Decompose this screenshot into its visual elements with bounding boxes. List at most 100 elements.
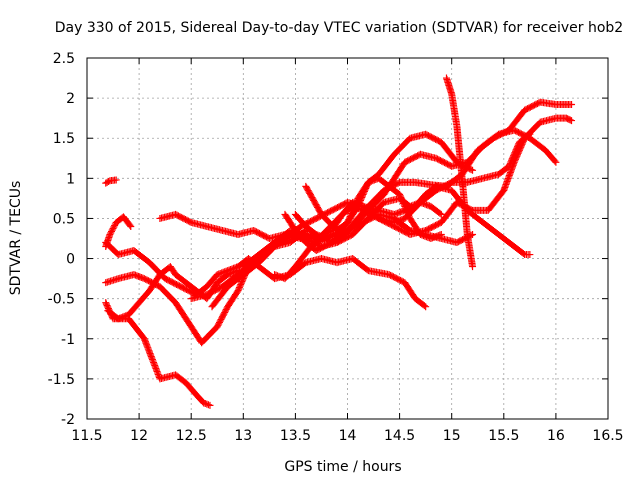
x-tick-label: 12.5: [176, 428, 207, 444]
data-point-marker: [237, 279, 245, 287]
data-point-marker: [106, 230, 114, 238]
data-point-marker: [109, 224, 117, 232]
data-point-marker: [422, 303, 430, 311]
data-point-marker: [238, 278, 246, 286]
data-point-marker: [512, 146, 520, 154]
series-s11: [281, 98, 576, 255]
data-point-marker: [349, 206, 357, 214]
data-point-marker: [105, 178, 113, 186]
x-tick-label: 14: [339, 428, 357, 444]
data-point-marker: [398, 196, 406, 204]
x-axis-label: GPS time / hours: [284, 459, 401, 475]
data-point-marker: [568, 117, 576, 125]
data-point-marker: [469, 263, 477, 271]
x-tick-label: 11.5: [71, 428, 102, 444]
data-point-marker: [396, 190, 404, 198]
axis-ticks: 11.5 12 12.5 13 13.5 14 14.5 15 15.5 16 16.5-2-1.5…: [48, 51, 624, 444]
x-tick-label: 12: [130, 428, 148, 444]
data-point-marker: [404, 210, 412, 218]
data-point-marker: [507, 158, 515, 166]
data-point-marker: [566, 116, 574, 124]
data-point-marker: [510, 150, 518, 158]
data-point-marker: [401, 204, 409, 212]
y-tick-label: 2: [66, 91, 75, 107]
data-point-marker: [126, 221, 134, 229]
x-tick-label: 13: [234, 428, 252, 444]
grid-lines: [87, 58, 608, 419]
data-point-marker: [467, 206, 475, 214]
y-tick-label: -1.5: [48, 372, 75, 388]
data-point-marker: [206, 401, 214, 409]
data-point-marker: [349, 205, 357, 213]
series-s4: [102, 239, 430, 311]
data-point-marker: [201, 400, 209, 408]
y-tick-label: 1: [66, 171, 75, 187]
data-point-marker: [511, 149, 519, 157]
data-point-marker: [186, 218, 194, 226]
data-point-marker: [400, 199, 408, 207]
data-point-marker: [405, 211, 413, 219]
series-s15: [442, 74, 477, 271]
data-point-marker: [403, 207, 411, 215]
data-point-marker: [526, 130, 534, 138]
data-point-marker: [446, 179, 454, 187]
plot-frame: [86, 57, 609, 420]
data-point-marker: [353, 197, 361, 205]
data-point-marker: [513, 144, 521, 152]
data-point-marker: [420, 302, 428, 310]
data-point-marker: [506, 159, 514, 167]
data-point-marker: [237, 281, 245, 289]
data-point-marker: [519, 250, 527, 258]
data-point-marker: [107, 229, 115, 237]
y-tick-label: 0: [66, 252, 75, 268]
data-point-marker: [508, 156, 516, 164]
data-point-marker: [108, 226, 116, 234]
data-point-marker: [398, 195, 406, 203]
data-point-marker: [234, 287, 242, 295]
data-point-marker: [127, 222, 135, 230]
y-tick-label: -1: [61, 332, 75, 348]
data-point-marker: [526, 251, 534, 259]
data-point-marker: [514, 141, 522, 149]
data-point-marker: [345, 214, 353, 222]
series-s14: [302, 174, 445, 242]
x-tick-label: 13.5: [280, 428, 311, 444]
data-point-marker: [467, 166, 475, 174]
data-point-marker: [469, 166, 477, 174]
data-point-marker: [204, 401, 212, 409]
x-tick-label: 15: [443, 428, 461, 444]
data-point-marker: [509, 153, 517, 161]
data-point-marker: [347, 211, 355, 219]
data-point-marker: [345, 215, 353, 223]
data-point-marker: [344, 218, 351, 226]
x-tick-label: 16.5: [592, 428, 623, 444]
data-point-marker: [203, 400, 211, 408]
data-point-marker: [350, 203, 358, 211]
data-point-marker: [437, 230, 445, 238]
data-point-marker: [346, 212, 354, 220]
y-tick-label: -2: [61, 412, 75, 428]
data-point-marker: [394, 179, 402, 187]
series-layer: [102, 74, 576, 409]
data-point-marker: [111, 221, 119, 229]
data-point-marker: [352, 199, 360, 207]
series-s3: [102, 299, 214, 409]
data-point-marker: [512, 147, 520, 155]
x-tick-label: 14.5: [384, 428, 415, 444]
x-tick-label: 16: [547, 428, 565, 444]
data-point-marker: [568, 101, 576, 109]
data-point-marker: [437, 210, 445, 218]
data-point-marker: [107, 227, 115, 235]
data-point-marker: [344, 217, 352, 225]
data-point-marker: [347, 209, 355, 217]
y-tick-label: 2.5: [53, 51, 75, 67]
data-point-marker: [525, 131, 533, 139]
data-point-marker: [235, 285, 243, 293]
data-point-marker: [400, 201, 408, 209]
y-tick-label: -0.5: [48, 292, 75, 308]
data-point-marker: [508, 155, 516, 163]
data-point-marker: [236, 282, 244, 290]
y-axis-label: SDTVAR / TECUs: [8, 181, 24, 296]
data-point-marker: [403, 208, 411, 216]
